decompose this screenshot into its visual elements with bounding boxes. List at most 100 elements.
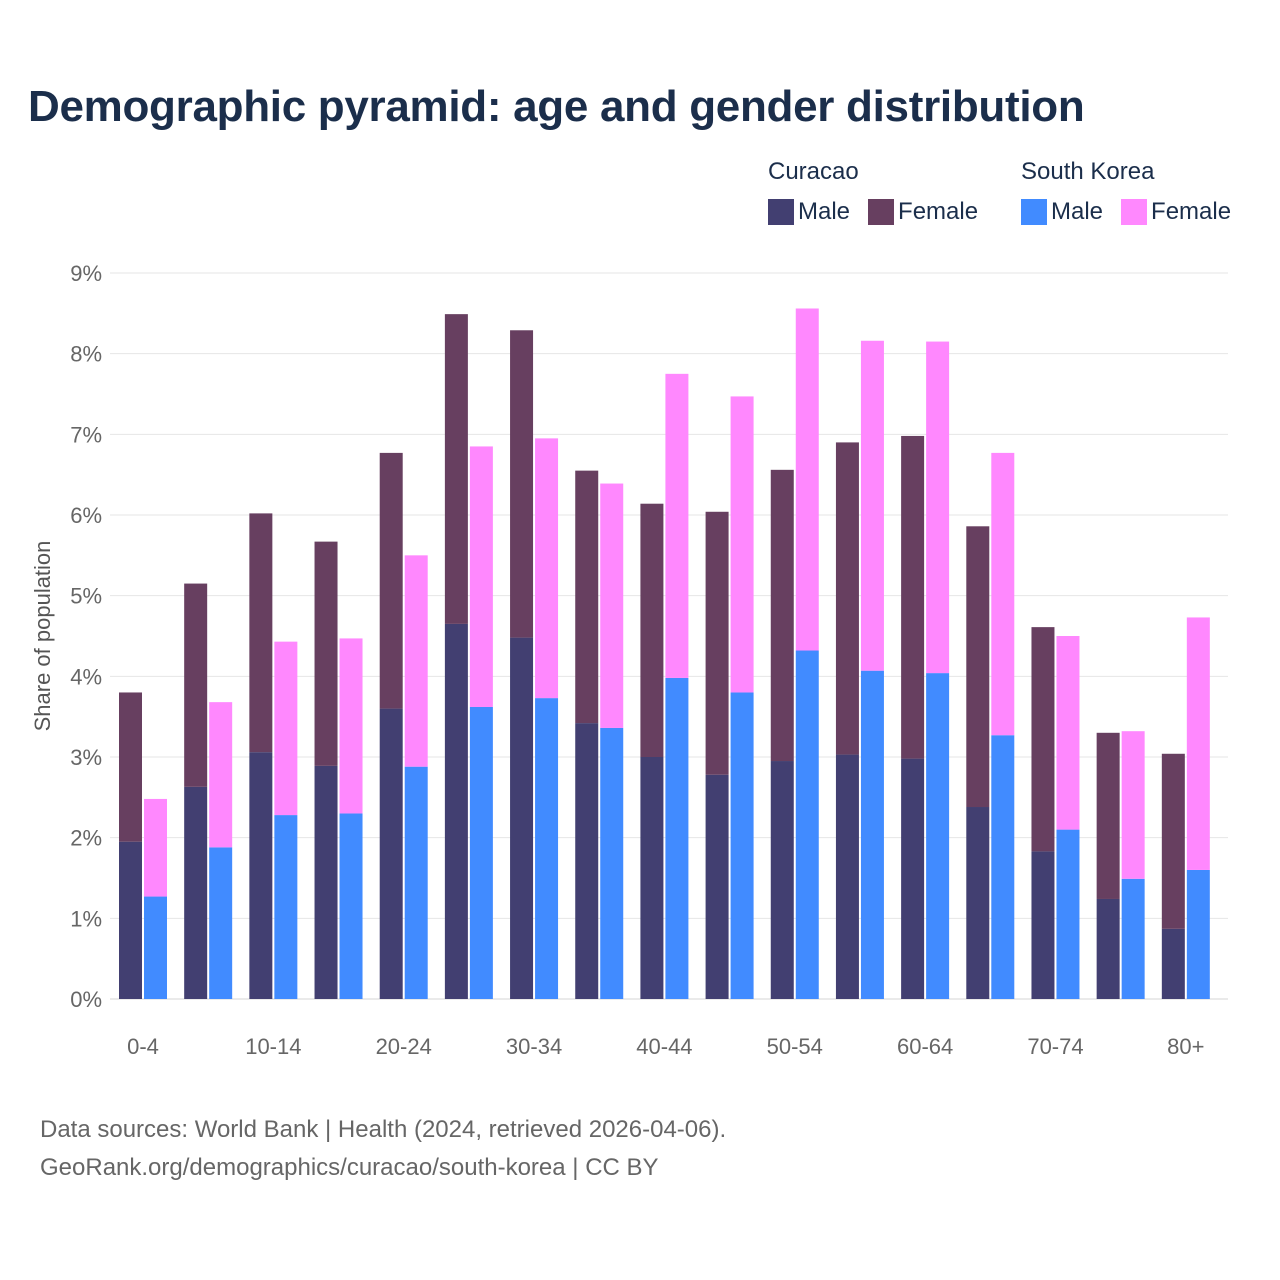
bar-curacao-female-40-44[interactable] [640, 503, 664, 757]
source-line-1: Data sources: World Bank | Health (2024,… [40, 1116, 727, 1143]
bar-south-korea-male-45-49[interactable] [730, 692, 754, 999]
bar-south-korea-female-10-14[interactable] [274, 641, 298, 816]
bar-south-korea-male-0-4[interactable] [144, 896, 167, 999]
bar-curacao-male-25-29[interactable] [444, 623, 468, 999]
y-axis-ticks: 0% 1% 2% 3% 4% 5% 6% 7% 8% 9% [70, 261, 102, 1012]
bar-south-korea-female-60-64[interactable] [926, 341, 950, 674]
bar-south-korea-female-70-74[interactable] [1056, 636, 1080, 830]
y-tick-label: 9% [70, 261, 102, 286]
x-tick-label: 70-74 [1027, 1034, 1083, 1059]
bar-south-korea-male-5-9[interactable] [209, 847, 233, 999]
bar-curacao-female-0-4[interactable] [119, 692, 142, 842]
x-tick-label: 20-24 [376, 1034, 432, 1059]
bar-south-korea-male-35-39[interactable] [600, 727, 624, 999]
bar-curacao-male-50-54[interactable] [770, 761, 794, 999]
legend-swatch-curacao-male [768, 199, 794, 225]
bar-curacao-female-15-19[interactable] [314, 541, 338, 766]
bar-curacao-female-10-14[interactable] [249, 513, 273, 753]
bar-curacao-male-35-39[interactable] [575, 723, 599, 999]
y-tick-label: 7% [70, 422, 102, 447]
bar-curacao-female-65-69[interactable] [966, 526, 990, 808]
bar-south-korea-female-40-44[interactable] [665, 373, 689, 678]
chart-title: Demographic pyramid: age and gender dist… [28, 82, 1085, 131]
bar-south-korea-female-65-69[interactable] [991, 452, 1015, 736]
legend-label-south-korea-male: Male [1051, 198, 1104, 225]
x-axis-ticks: 0-4 10-14 20-24 30-34 40-44 50-54 60-64 70-74 80… [127, 1034, 1204, 1059]
bar-curacao-male-55-59[interactable] [835, 754, 859, 999]
legend-item-curacao-female[interactable]: Female [868, 198, 978, 226]
legend-item-south-korea-female[interactable]: Female [1121, 198, 1231, 226]
legend-swatch-curacao-female [868, 199, 895, 225]
bars [119, 308, 1210, 999]
bar-south-korea-female-55-59[interactable] [860, 340, 884, 671]
legend-swatch-south-korea-female [1121, 199, 1148, 225]
bar-south-korea-male-75-79[interactable] [1121, 878, 1145, 999]
bar-south-korea-female-30-34[interactable] [535, 438, 559, 699]
y-tick-label: 8% [70, 342, 102, 367]
bar-south-korea-female-35-39[interactable] [600, 483, 624, 728]
bar-south-korea-male-70-74[interactable] [1056, 829, 1080, 999]
bar-curacao-female-5-9[interactable] [184, 583, 208, 787]
bar-curacao-male-65-69[interactable] [966, 807, 990, 999]
bar-south-korea-male-50-54[interactable] [795, 650, 819, 999]
bar-curacao-male-20-24[interactable] [379, 708, 403, 999]
bar-curacao-male-80+[interactable] [1161, 928, 1185, 999]
y-tick-label: 1% [70, 906, 102, 931]
bar-curacao-male-40-44[interactable] [640, 757, 664, 999]
bar-south-korea-female-15-19[interactable] [339, 638, 363, 814]
bar-south-korea-male-30-34[interactable] [535, 698, 559, 999]
bar-curacao-male-75-79[interactable] [1096, 898, 1120, 999]
bar-south-korea-male-55-59[interactable] [860, 670, 884, 999]
legend-group-south-korea: South Korea Male Female [1021, 156, 1249, 226]
bar-curacao-female-35-39[interactable] [575, 470, 599, 724]
bar-south-korea-male-10-14[interactable] [274, 815, 298, 999]
bar-curacao-male-5-9[interactable] [184, 786, 208, 999]
x-tick-label: 10-14 [245, 1034, 301, 1059]
bar-curacao-female-55-59[interactable] [835, 442, 859, 755]
bar-south-korea-female-50-54[interactable] [795, 308, 819, 651]
legend-heading-south-korea: South Korea [1021, 158, 1155, 185]
bar-curacao-male-0-4[interactable] [119, 841, 142, 999]
bar-south-korea-male-60-64[interactable] [926, 673, 950, 999]
bar-curacao-male-15-19[interactable] [314, 765, 338, 999]
legend-label-curacao-male: Male [798, 198, 851, 225]
bar-south-korea-male-40-44[interactable] [665, 677, 689, 999]
bar-south-korea-male-65-69[interactable] [991, 735, 1015, 999]
bar-south-korea-female-25-29[interactable] [469, 446, 493, 707]
bar-south-korea-male-25-29[interactable] [469, 706, 493, 999]
bar-south-korea-female-20-24[interactable] [404, 555, 428, 767]
bar-curacao-male-45-49[interactable] [705, 774, 729, 999]
bar-south-korea-female-45-49[interactable] [730, 396, 754, 693]
bar-curacao-female-50-54[interactable] [770, 469, 794, 762]
bar-south-korea-male-15-19[interactable] [339, 813, 363, 999]
bar-curacao-male-30-34[interactable] [510, 637, 534, 999]
bar-south-korea-female-80+[interactable] [1186, 617, 1210, 870]
bar-curacao-female-20-24[interactable] [379, 452, 403, 709]
bar-curacao-female-75-79[interactable] [1096, 732, 1120, 899]
x-tick-label: 30-34 [506, 1034, 562, 1059]
x-tick-label: 50-54 [767, 1034, 823, 1059]
bar-curacao-female-70-74[interactable] [1031, 627, 1055, 852]
bar-south-korea-male-20-24[interactable] [404, 766, 428, 999]
legend-swatch-south-korea-male [1021, 199, 1047, 225]
legend-heading-curacao: Curacao [768, 158, 859, 185]
bar-curacao-male-70-74[interactable] [1031, 851, 1055, 999]
bar-curacao-female-25-29[interactable] [444, 314, 468, 624]
bar-south-korea-female-0-4[interactable] [144, 798, 167, 897]
bar-south-korea-female-5-9[interactable] [209, 702, 233, 848]
population-chart: 0% 1% 2% 3% 4% 5% 6% 7% 8% 9% 0-4 10-14 20-24 30-34 4… [30, 261, 1228, 1059]
bar-curacao-female-45-49[interactable] [705, 511, 729, 775]
bar-curacao-male-10-14[interactable] [249, 752, 273, 999]
bar-curacao-female-80+[interactable] [1161, 753, 1185, 929]
bar-south-korea-male-80+[interactable] [1186, 869, 1210, 999]
y-axis-title: Share of population [30, 541, 55, 732]
legend-item-curacao-male[interactable]: Male [768, 198, 850, 226]
bar-south-korea-female-75-79[interactable] [1121, 731, 1145, 879]
bar-curacao-female-30-34[interactable] [510, 330, 534, 638]
bar-curacao-female-60-64[interactable] [901, 435, 925, 759]
y-tick-label: 5% [70, 584, 102, 609]
bar-curacao-male-60-64[interactable] [901, 758, 925, 999]
source-line-2: GeoRank.org/demographics/curacao/south-k… [40, 1154, 659, 1181]
legend-item-south-korea-male[interactable]: Male [1021, 198, 1103, 226]
legend-label-curacao-female: Female [898, 198, 979, 225]
